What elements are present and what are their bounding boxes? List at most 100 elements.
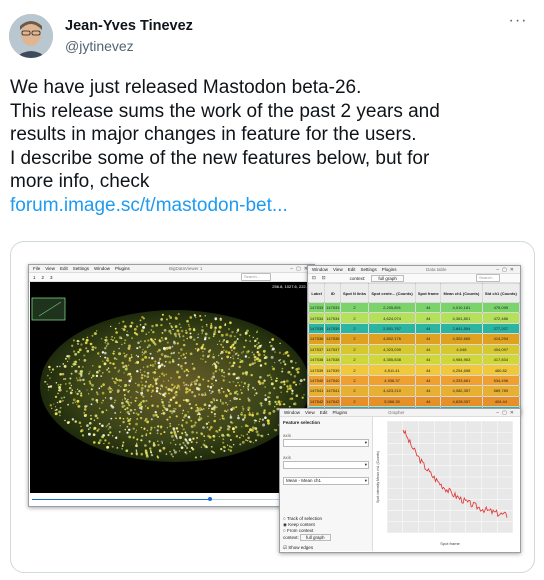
bdv-menu-file[interactable]: File [33, 266, 41, 271]
tracked-spot [112, 362, 115, 366]
tracked-spot [200, 408, 203, 410]
tracked-spot [229, 400, 232, 402]
table-tool-2[interactable]: ⊡ [321, 275, 326, 280]
tracked-spot [252, 336, 254, 339]
tracked-spot [124, 398, 127, 400]
table-row[interactable]: 147537 147537 2 4,323,039 44 4,048 404,097 [308, 343, 520, 355]
table-menu-plugins[interactable]: Plugins [381, 267, 397, 272]
tweet-link[interactable]: forum.image.sc/t/mastodon-bet... [10, 194, 288, 216]
bdv-search-input[interactable]: Search... [241, 273, 271, 281]
tracked-spot [182, 428, 185, 431]
tracked-spot [61, 399, 64, 402]
table-row[interactable]: 147541 147541 2 4,423,210 44 4,082,357 589,789 [308, 385, 520, 397]
tracked-spot [164, 348, 166, 351]
bdv-tool-1[interactable]: 1 [33, 274, 36, 280]
bdv-menu-edit[interactable]: Edit [59, 266, 68, 271]
tracked-spot [253, 361, 257, 365]
tracked-spot [217, 330, 221, 334]
table-header-cell[interactable]: Label [308, 283, 326, 303]
grapher-context-select[interactable]: full graph [300, 534, 331, 541]
author-handle[interactable]: @jytinevez [65, 38, 134, 54]
tracked-spot [172, 439, 175, 441]
show-edges-checkbox[interactable]: ☑ Show edges [283, 545, 314, 550]
tracked-spot [98, 365, 102, 369]
table-menu-view[interactable]: View [333, 267, 343, 272]
grapher-menu-edit[interactable]: Edit [319, 410, 328, 415]
tracked-spot [273, 387, 276, 390]
slider-handle[interactable] [207, 497, 212, 501]
table-row[interactable]: 147533 147533 2 2,205,891 44 4,010,181 475,095 [308, 301, 520, 314]
tracked-spot [172, 455, 174, 458]
table-row[interactable]: 147540 147540 2 4,936.37 44 4,333,661 534,496 [308, 374, 520, 387]
tracked-spot [106, 446, 109, 449]
grapher-side-panel: Feature selection axis ▾ axis ▾ Mean - M… [280, 417, 373, 551]
table-cell: 417,834 [481, 353, 520, 366]
tracked-spot [119, 411, 122, 413]
table-menu-window[interactable]: Window [312, 267, 329, 272]
bdv-tool-2[interactable]: 2 [41, 274, 45, 280]
bdv-time-slider[interactable] [32, 497, 310, 501]
more-options-icon[interactable]: ··· [508, 12, 528, 29]
tracked-spot [229, 392, 232, 396]
grapher-plot-area[interactable]: Spot frame Spot intensity Mean ch1 (Coun… [373, 417, 519, 551]
tracked-spot [126, 401, 130, 404]
media-attachment[interactable]: File View Edit Settings Window Plugins B… [10, 241, 535, 573]
bdv-tool-3[interactable]: 3 [50, 274, 53, 280]
tracked-spot [222, 340, 225, 343]
tracked-spot [189, 385, 192, 387]
grapher-menu-view[interactable]: View [305, 410, 315, 415]
table-row[interactable]: 147534 147534 2 4,624,074 44 4,361,801 472,486 [308, 312, 520, 324]
table-row[interactable]: 147542 147542 2 5,066.30 44 4,628,057 404.44 [308, 395, 520, 407]
table-tool-1[interactable]: ⊡ [312, 275, 316, 280]
radio-keep-content[interactable]: ◉ Keep content [283, 522, 315, 527]
tracked-spot [242, 410, 244, 412]
table-header-cell[interactable]: Spot frame [415, 283, 442, 303]
table-row[interactable]: 147535 147535 2 2,501,767 44 2,841,554 277,207 [308, 322, 520, 335]
avatar[interactable] [9, 14, 53, 58]
table-header-cell[interactable]: Std ch1 (Counts) [481, 283, 520, 303]
tracked-spot [127, 346, 131, 350]
tracked-spot [232, 357, 235, 360]
table-cell: 472,486 [481, 312, 520, 324]
tracked-spot [202, 443, 205, 446]
table-header-cell[interactable]: Mean ch1 (Counts) [440, 283, 483, 303]
table-row[interactable]: 147538 147538 2 4,355,838 44 4,984,963 417,834 [308, 353, 520, 366]
table-header-cell[interactable]: ID [324, 283, 342, 303]
radio-from-context[interactable]: ○ From context [283, 528, 314, 533]
window-controls-icon[interactable]: –▢✕ [496, 410, 517, 416]
tracked-spot [138, 403, 142, 406]
bdv-menu-view[interactable]: View [45, 266, 55, 271]
tracked-spot [207, 379, 210, 382]
tracked-spot [201, 329, 204, 332]
tracked-spot [299, 379, 303, 383]
bdv-menu-plugins[interactable]: Plugins [115, 266, 130, 271]
tracked-spot [180, 424, 184, 427]
window-controls-icon[interactable]: –▢✕ [290, 266, 311, 272]
bdv-menu-window[interactable]: Window [93, 266, 110, 271]
table-search-input[interactable]: Search... [476, 274, 500, 282]
x-axis-select[interactable]: ▾ [283, 439, 369, 447]
table-menu-settings[interactable]: Settings [360, 267, 377, 272]
table-header-cell[interactable]: Spot cente... (Counts) [367, 283, 417, 303]
y-feature-select[interactable]: Mean - Mean ch1 ▾ [283, 477, 369, 485]
table-header-cell[interactable]: Spot N links [340, 283, 369, 303]
grapher-menu-plugins[interactable]: Plugins [332, 410, 348, 415]
tracked-spot [169, 322, 171, 325]
tracked-spot [267, 396, 270, 399]
radio-track-selection[interactable]: ○ Track of selection [283, 516, 322, 521]
y-axis-select[interactable]: ▾ [283, 461, 369, 469]
tracked-spot [204, 360, 207, 363]
author-name[interactable]: Jean-Yves Tinevez [65, 18, 193, 34]
table-cell: 2 [340, 353, 369, 366]
bdv-viewer-canvas[interactable]: 256.8, 1027.6, 222.1 [30, 282, 312, 493]
table-row[interactable]: 147539 147539 2 4,511.41 44 4,254,658 460.82 [308, 364, 520, 376]
table-context-select[interactable]: full graph [371, 274, 404, 282]
table-menu-edit[interactable]: Edit [347, 267, 356, 272]
table-row[interactable]: 147536 147536 2 4,802,176 44 4,302,665 414,294 [308, 333, 520, 345]
tracked-spot [170, 377, 172, 379]
tracked-spot [207, 385, 210, 388]
window-controls-icon[interactable]: –▢✕ [496, 267, 517, 273]
tracked-spot [71, 418, 75, 421]
grapher-menu-window[interactable]: Window [284, 410, 301, 415]
bdv-menu-settings[interactable]: Settings [72, 266, 89, 271]
